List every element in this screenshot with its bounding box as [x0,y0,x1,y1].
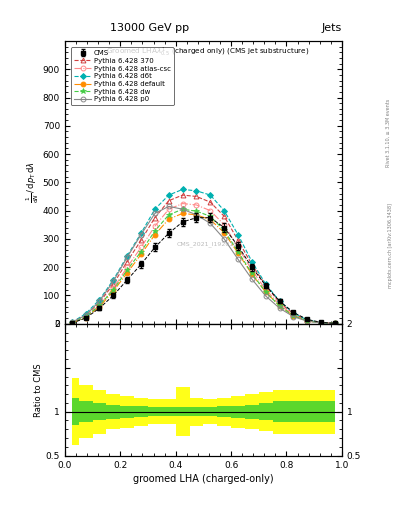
Text: CMS_2021_I1920187: CMS_2021_I1920187 [176,242,241,247]
Text: Jets: Jets [321,23,342,33]
Y-axis label: Ratio to CMS: Ratio to CMS [34,363,43,417]
Text: mcplots.cern.ch [arXiv:1306.3438]: mcplots.cern.ch [arXiv:1306.3438] [387,203,393,288]
Text: Rivet 3.1.10, ≥ 3.3M events: Rivet 3.1.10, ≥ 3.3M events [386,99,391,167]
Y-axis label: $\frac{1}{\mathrm{d}N}\,/\,\mathrm{d}p_\mathrm{T}\,\mathrm{d}\lambda$: $\frac{1}{\mathrm{d}N}\,/\,\mathrm{d}p_\… [25,161,41,203]
Text: Groomed LHA$\lambda^{1}_{0.5}$ (charged only) (CMS jet substructure): Groomed LHA$\lambda^{1}_{0.5}$ (charged … [107,45,310,58]
Text: 13000 GeV pp: 13000 GeV pp [110,23,189,33]
Legend: CMS, Pythia 6.428 370, Pythia 6.428 atlas-csc, Pythia 6.428 d6t, Pythia 6.428 de: CMS, Pythia 6.428 370, Pythia 6.428 atla… [71,47,174,105]
X-axis label: groomed LHA (charged-only): groomed LHA (charged-only) [133,474,274,484]
